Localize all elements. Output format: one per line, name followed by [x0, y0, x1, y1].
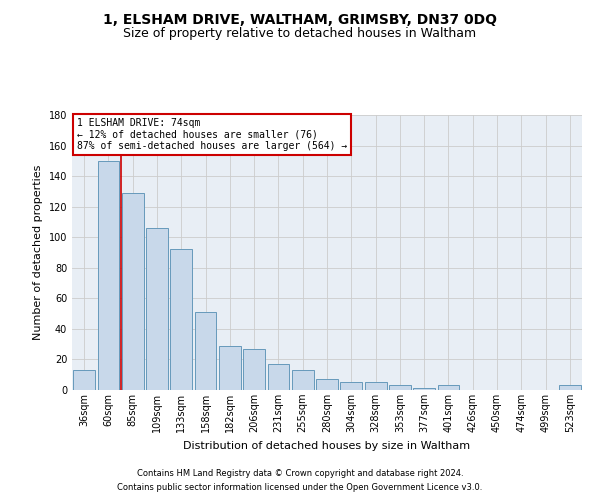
Bar [194, 312, 217, 390]
Bar [413, 388, 435, 390]
Bar [170, 250, 192, 390]
Text: 1 ELSHAM DRIVE: 74sqm
← 12% of detached houses are smaller (76)
87% of semi-deta: 1 ELSHAM DRIVE: 74sqm ← 12% of detached … [77, 118, 347, 151]
Bar [97, 161, 119, 390]
Bar [122, 193, 143, 390]
Bar [146, 228, 168, 390]
Bar [340, 382, 362, 390]
Bar [437, 386, 460, 390]
Bar [268, 364, 289, 390]
Bar [389, 386, 411, 390]
Text: Contains public sector information licensed under the Open Government Licence v3: Contains public sector information licen… [118, 484, 482, 492]
X-axis label: Distribution of detached houses by size in Waltham: Distribution of detached houses by size … [184, 440, 470, 450]
Bar [365, 382, 386, 390]
Bar [316, 380, 338, 390]
Bar [559, 386, 581, 390]
Bar [243, 349, 265, 390]
Text: 1, ELSHAM DRIVE, WALTHAM, GRIMSBY, DN37 0DQ: 1, ELSHAM DRIVE, WALTHAM, GRIMSBY, DN37 … [103, 12, 497, 26]
Text: Contains HM Land Registry data © Crown copyright and database right 2024.: Contains HM Land Registry data © Crown c… [137, 468, 463, 477]
Bar [292, 370, 314, 390]
Bar [219, 346, 241, 390]
Bar [73, 370, 95, 390]
Y-axis label: Number of detached properties: Number of detached properties [33, 165, 43, 340]
Text: Size of property relative to detached houses in Waltham: Size of property relative to detached ho… [124, 28, 476, 40]
